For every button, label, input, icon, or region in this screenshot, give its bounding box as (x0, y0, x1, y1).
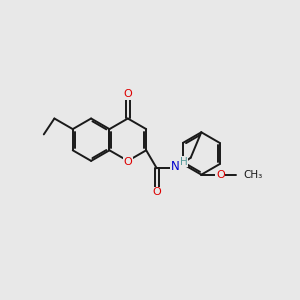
Text: N: N (171, 160, 180, 173)
Text: O: O (124, 158, 133, 167)
Text: CH₃: CH₃ (243, 170, 262, 180)
Text: O: O (216, 170, 225, 180)
Text: H: H (180, 157, 188, 167)
Text: O: O (124, 89, 132, 99)
Text: O: O (152, 187, 161, 197)
